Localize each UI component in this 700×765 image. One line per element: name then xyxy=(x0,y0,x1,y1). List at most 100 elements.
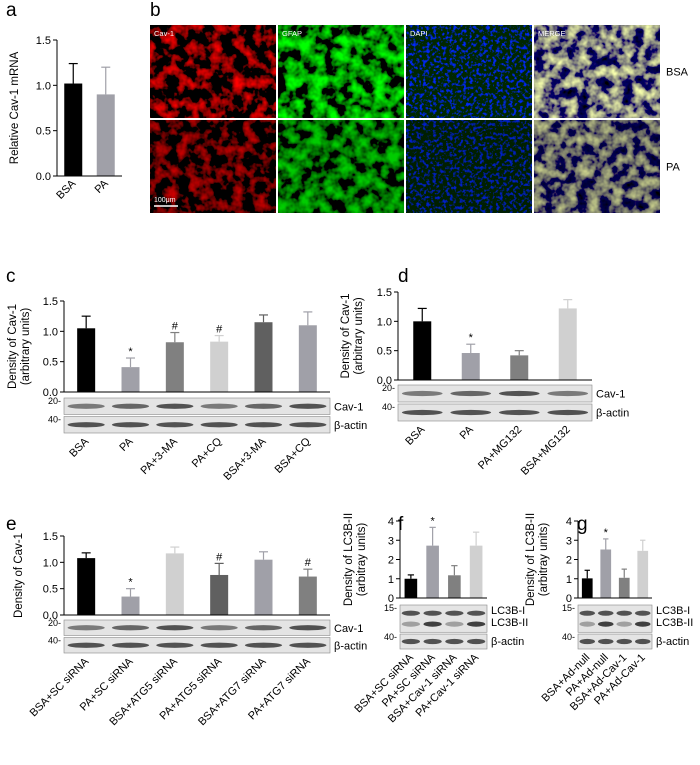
blot-band xyxy=(401,390,443,397)
y-axis-label-line: Density of LC3B-II xyxy=(343,513,355,606)
y-tick-label: 1.5 xyxy=(36,35,51,47)
blot-strip xyxy=(63,416,331,434)
blot-band xyxy=(156,625,194,631)
blot-band xyxy=(466,638,486,645)
bar xyxy=(448,575,461,598)
y-axis-label: Density of Cav-1(arbitrary units) xyxy=(7,304,32,389)
bar xyxy=(254,559,273,615)
blot-marker: 15- xyxy=(384,603,397,613)
y-tick-label: 3 xyxy=(388,535,394,547)
y-tick-label: 0.0 xyxy=(43,387,58,399)
blot-band xyxy=(597,610,614,616)
y-axis-label: Relative Cav-1 mRNA xyxy=(9,51,21,164)
blot-band xyxy=(244,625,283,631)
blot-band xyxy=(401,638,421,645)
y-tick-label: 1.0 xyxy=(43,557,58,569)
blot-label: β-actin xyxy=(334,640,367,652)
y-tick-label: 0.5 xyxy=(377,346,392,358)
y-tick-label: 1.5 xyxy=(43,296,58,308)
blot-band xyxy=(466,610,486,616)
blot-band xyxy=(111,403,150,409)
bar xyxy=(600,549,612,598)
blot-band xyxy=(401,621,421,627)
blot-label: LC3B-II xyxy=(491,617,528,629)
blot-band xyxy=(547,409,589,416)
y-axis-label-line: Density of Cav-1 xyxy=(13,533,25,618)
bar xyxy=(581,578,593,598)
blot-band xyxy=(450,390,492,397)
x-tick-label: BSA xyxy=(403,423,428,448)
blot-band xyxy=(401,409,443,416)
blot-marker: 40- xyxy=(48,415,61,425)
bar xyxy=(469,545,483,598)
blot-band xyxy=(67,422,105,428)
y-axis-label-line: (arbitray units) xyxy=(538,523,550,597)
blot-marker: 40- xyxy=(382,402,395,412)
blot-label: LC3B-II xyxy=(656,617,693,629)
bar xyxy=(210,574,229,615)
blot-band xyxy=(616,638,633,645)
y-tick-label: 1.0 xyxy=(377,316,392,328)
x-tick-label: BSA+MG132 xyxy=(519,424,573,478)
significance-marker: * xyxy=(469,332,474,344)
blot-band xyxy=(579,638,596,645)
micrograph-texture xyxy=(278,120,404,213)
bar xyxy=(77,558,96,615)
y-tick-label: 0.5 xyxy=(43,584,58,596)
panel-label: f xyxy=(398,514,404,535)
bar xyxy=(413,321,432,380)
bar xyxy=(165,553,184,615)
blot-label: β-actin xyxy=(491,636,524,648)
blot-marker: 40- xyxy=(562,632,575,642)
significance-marker: # xyxy=(305,557,312,569)
channel-label: MERGE xyxy=(538,29,566,38)
y-tick-label: 3 xyxy=(566,535,572,547)
bar xyxy=(558,308,577,380)
blot-band xyxy=(111,625,150,631)
blot-marker: 20- xyxy=(382,383,395,393)
micrograph-texture xyxy=(150,120,276,213)
blot-band xyxy=(67,642,105,648)
panel-label: c xyxy=(6,266,16,287)
bar xyxy=(210,341,229,392)
channel-label: DAPI xyxy=(410,29,428,38)
x-tick-label: PA xyxy=(458,423,477,442)
blot-band xyxy=(289,625,327,631)
y-axis-label: Density of Cav-1 xyxy=(13,533,25,618)
blot-label: Cav-1 xyxy=(334,623,363,635)
blot-label: LC3B-I xyxy=(656,605,690,617)
row-label: PA xyxy=(666,162,681,174)
bar xyxy=(96,94,115,176)
blot-band xyxy=(401,610,421,616)
blot-label: Cav-1 xyxy=(596,389,625,401)
bar xyxy=(618,577,630,598)
y-tick-label: 1.5 xyxy=(377,287,392,299)
y-axis-label-line: Density of LC3B-II xyxy=(525,513,537,606)
blot-band xyxy=(244,422,283,428)
channel-label: GFAP xyxy=(282,29,302,38)
blot-band xyxy=(156,422,194,428)
blot-band xyxy=(450,409,492,416)
x-tick-label: PA+CQ xyxy=(190,435,225,470)
blot-marker: 20- xyxy=(48,618,61,628)
significance-marker: * xyxy=(430,515,435,527)
bar xyxy=(165,342,184,392)
blot-strip xyxy=(399,604,488,633)
x-tick-label: PA xyxy=(93,177,112,196)
blot-marker: 40- xyxy=(48,636,61,646)
blot-band xyxy=(445,638,464,645)
micrograph-texture xyxy=(150,25,276,118)
bar xyxy=(121,596,140,615)
blot-band xyxy=(616,610,633,616)
blot-band xyxy=(111,642,150,648)
y-tick-label: 4 xyxy=(388,516,394,528)
significance-marker: # xyxy=(216,551,223,563)
x-tick-label: PA xyxy=(117,435,136,454)
blot-marker: 20- xyxy=(48,396,61,406)
y-axis-label-line: Density of Cav-1 xyxy=(340,293,352,378)
y-tick-label: 1 xyxy=(388,574,394,586)
blot-strip xyxy=(577,604,653,633)
bar xyxy=(77,328,96,392)
y-tick-label: 0.0 xyxy=(377,375,392,387)
